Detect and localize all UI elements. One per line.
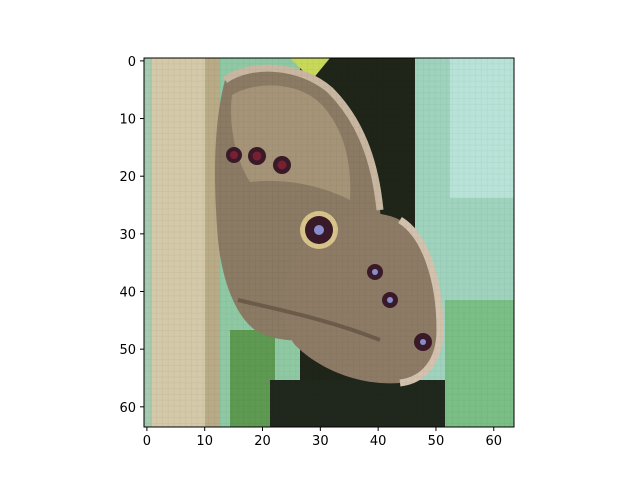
y-tick-label: 10 xyxy=(119,113,136,128)
x-tick-label: 20 xyxy=(254,434,271,449)
y-ticks: 0 10 20 30 40 50 60 xyxy=(119,55,144,416)
x-tick-label: 50 xyxy=(428,434,445,449)
y-tick-label: 20 xyxy=(119,170,136,185)
x-tick-label: 30 xyxy=(312,434,329,449)
y-tick-label: 60 xyxy=(119,401,136,416)
y-tick-label: 50 xyxy=(119,343,136,358)
x-tick-label: 0 xyxy=(143,434,151,449)
x-tick-label: 60 xyxy=(485,434,502,449)
x-ticks: 0 10 20 30 40 50 60 xyxy=(143,427,502,449)
pixel-grid xyxy=(144,58,514,427)
axes-frame xyxy=(143,57,515,428)
x-tick-label: 10 xyxy=(196,434,213,449)
y-tick-label: 30 xyxy=(119,228,136,243)
x-tick-label: 40 xyxy=(370,434,387,449)
y-tick-label: 0 xyxy=(128,55,136,70)
image-area xyxy=(144,58,514,427)
y-tick-label: 40 xyxy=(119,286,136,301)
